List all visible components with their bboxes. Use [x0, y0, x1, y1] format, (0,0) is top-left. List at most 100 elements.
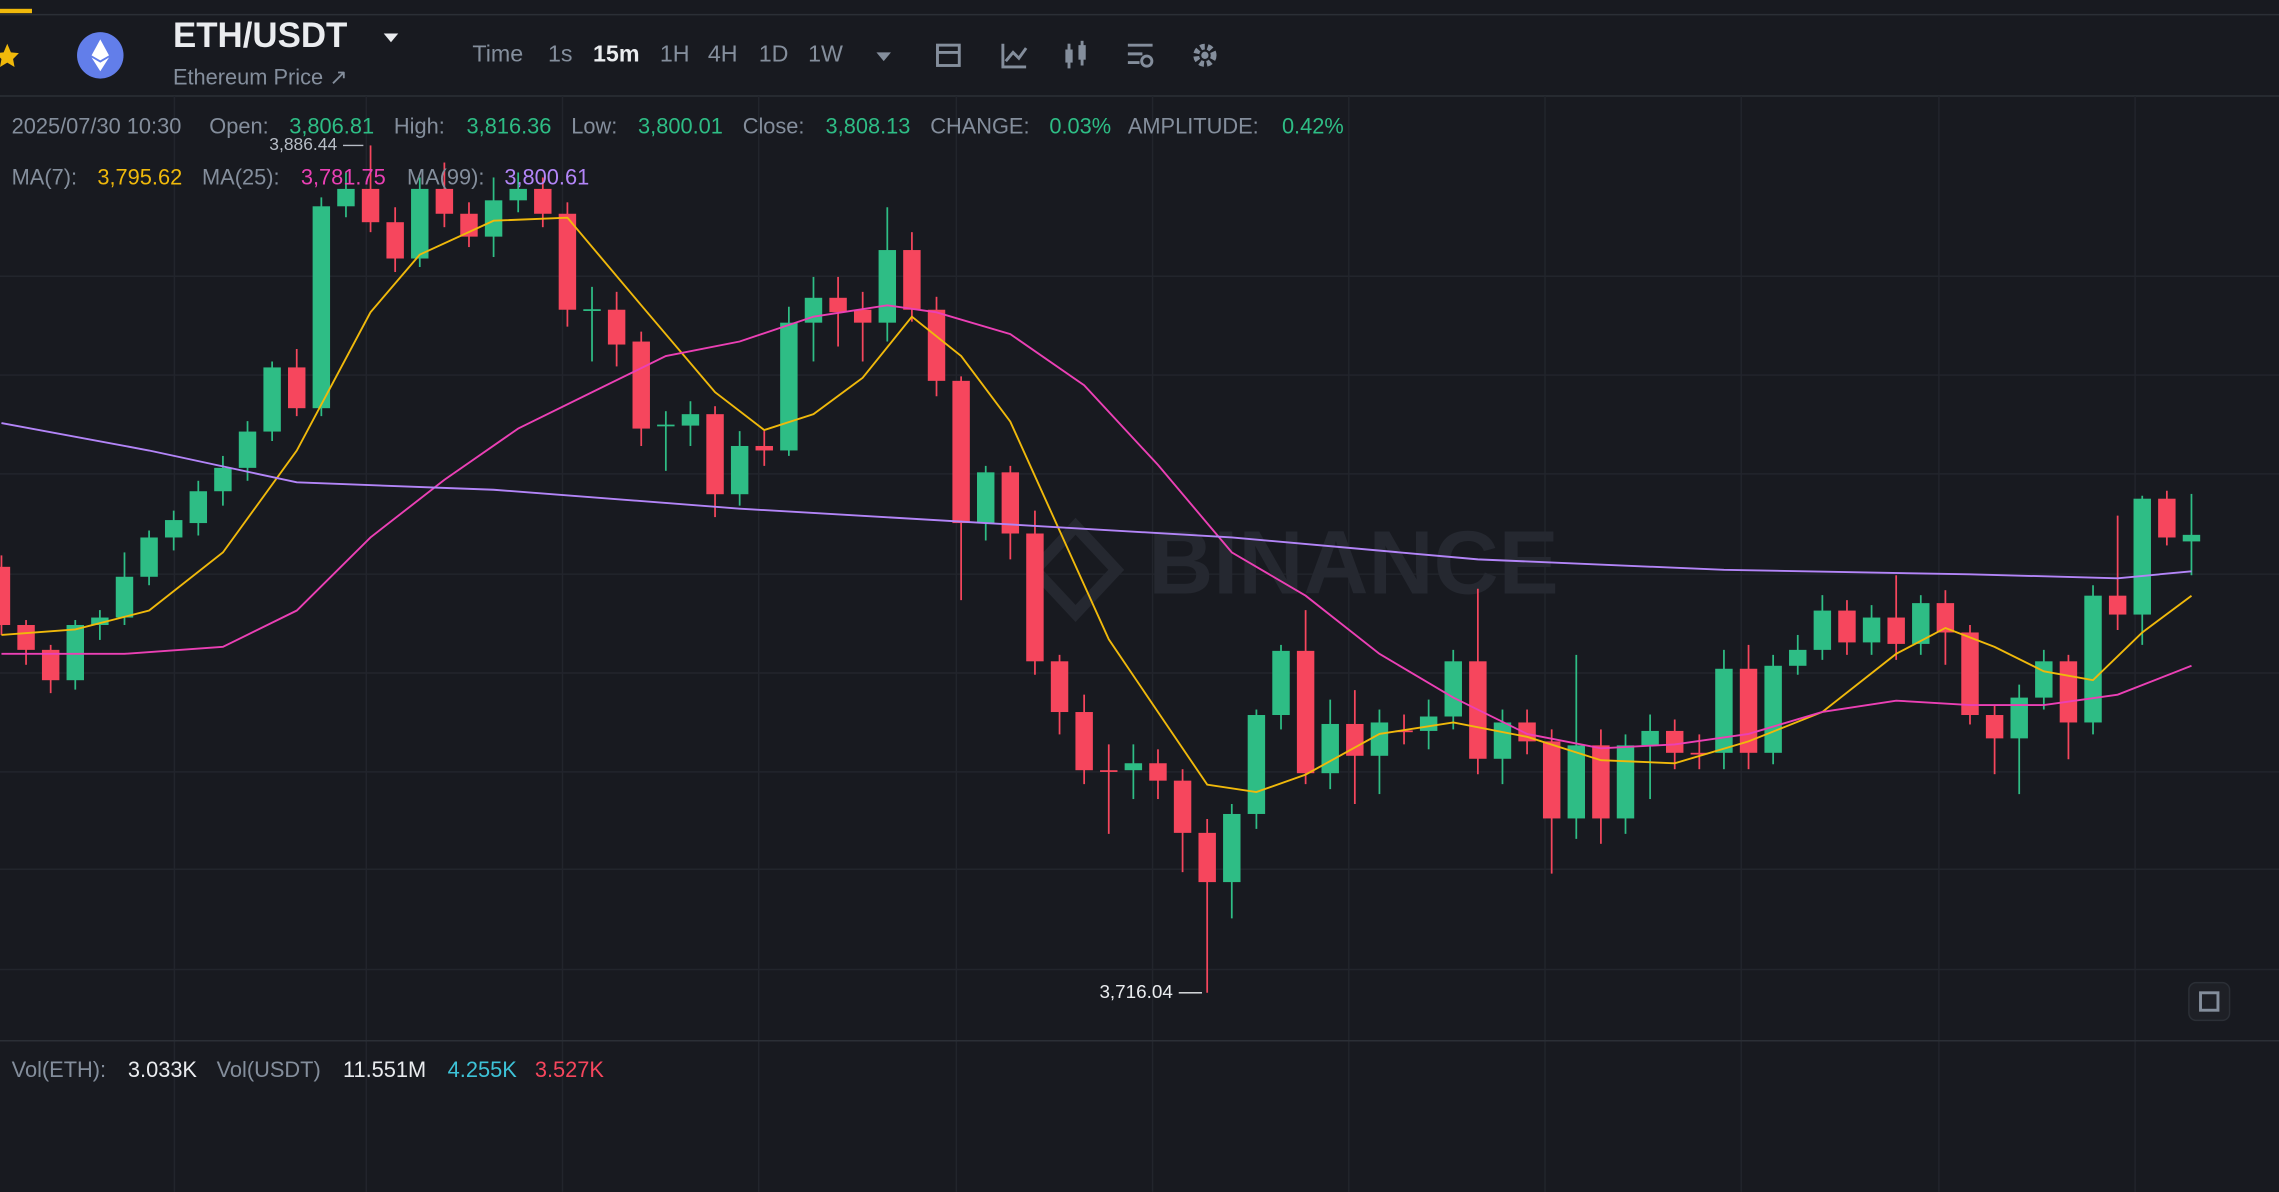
low-marker-label: 3,716.04 [1099, 982, 1172, 1003]
more-intervals[interactable] [876, 52, 891, 62]
candle-body [903, 250, 921, 310]
candle-body [1813, 610, 1832, 650]
candle-body [91, 617, 109, 626]
candle-body [1715, 668, 1733, 753]
candle-body [66, 625, 84, 681]
candle-body [1223, 813, 1241, 883]
ma-label: MA(7): [12, 165, 77, 190]
info-label: Open: [209, 114, 268, 139]
candle-body [1592, 745, 1610, 819]
candle-body [1149, 763, 1167, 781]
info-value: 3,816.36 [467, 114, 552, 139]
candle-body [17, 625, 35, 650]
candle-body [312, 206, 331, 409]
interval-tab[interactable]: 1W [808, 40, 843, 66]
interval-tab[interactable]: 1s [548, 40, 573, 66]
info-datetime: 2025/07/30 10:30 [12, 114, 182, 139]
candle-body [1961, 632, 1979, 716]
scale-toggle[interactable] [2188, 981, 2231, 1022]
candle-body [1838, 610, 1856, 643]
ma-line [1, 422, 2192, 580]
symbol[interactable]: ETH/USDT [173, 16, 347, 55]
indicator-icon[interactable] [1001, 43, 1028, 69]
candle-body [952, 380, 970, 524]
candle-body [1936, 603, 1955, 633]
candle-body [1419, 716, 1438, 731]
candle-body [238, 431, 257, 468]
toolbar-icons [936, 40, 1217, 69]
candle-body [1075, 712, 1093, 771]
subtitle[interactable]: Ethereum Price ↗ [173, 64, 348, 89]
candle-body [730, 445, 749, 495]
candle-body [878, 250, 897, 323]
candle-body [2108, 595, 2127, 615]
candle-body [1100, 770, 1118, 772]
info-value: 3,806.81 [289, 114, 374, 139]
info-value: 0.42% [1282, 114, 1344, 139]
interval-tab[interactable]: Time [472, 40, 523, 66]
candle-body [1370, 722, 1389, 756]
date-icon[interactable] [936, 43, 961, 67]
candle-body [583, 309, 601, 311]
candle-body [1739, 668, 1758, 753]
candle-body [2158, 498, 2176, 538]
candle-body [534, 188, 552, 214]
interval-tab[interactable]: 4H [708, 40, 738, 66]
symbol-dropdown[interactable] [383, 33, 399, 43]
candle-body [1296, 650, 1315, 774]
candle-body [1026, 533, 1044, 662]
candle-body [1272, 650, 1290, 716]
settings-icon[interactable] [1193, 43, 1217, 67]
candle-body [657, 424, 675, 427]
info-value: 3,800.01 [638, 114, 723, 139]
candle-body [1395, 730, 1413, 733]
layout-icon[interactable] [1127, 43, 1154, 68]
candle-body [1690, 752, 1709, 755]
ma-value: 3,795.62 [97, 165, 182, 190]
candle-body [1912, 603, 1930, 644]
interval-bar: Time 1s 15m 1H 4H 1D 1W [472, 40, 843, 66]
candle-icon[interactable] [1065, 40, 1086, 69]
volume-legend-item: 3.527K [535, 1057, 605, 1082]
interval-tab[interactable]: 15m [593, 40, 640, 66]
candle-body [460, 213, 478, 237]
candle-body [2182, 534, 2201, 542]
plot-area: 3,886.44 3,716.04 [0, 134, 2201, 1003]
info-label: CHANGE: [930, 114, 1029, 139]
candle-body [1641, 730, 1659, 746]
candle-body [1001, 472, 1020, 534]
candle-body [361, 188, 380, 223]
candle-body [288, 367, 306, 409]
high-marker-label: 3,886.44 [269, 134, 337, 154]
ma-value: 3,781.75 [301, 165, 386, 190]
interval-tab[interactable]: 1D [759, 40, 789, 66]
favorite-star[interactable] [0, 43, 19, 67]
candle-body [780, 322, 798, 451]
candle-body [607, 309, 626, 345]
candle-body [337, 188, 355, 207]
candle-body [115, 576, 134, 618]
candle-body [829, 297, 847, 313]
candle-body [2084, 595, 2102, 723]
volume-legend-item: 4.255K [448, 1057, 518, 1082]
candle-body [140, 537, 158, 577]
candle-body [2010, 697, 2028, 739]
candle-body [164, 520, 183, 538]
watermark-logo [1026, 517, 1125, 622]
info-label: AMPLITUDE: [1128, 114, 1259, 139]
candle-body [411, 188, 429, 259]
volume-legend: Vol(ETH): 3.033K Vol(USDT) 11.551M 4.255K 3.5… [12, 1057, 605, 1082]
info-value: 0.03% [1049, 114, 1111, 139]
interval-tab[interactable]: 1H [660, 40, 690, 66]
candle-body [214, 467, 232, 492]
tab-indicator [0, 8, 32, 14]
candle-body [1862, 617, 1881, 643]
candle-body [1567, 745, 1586, 819]
volume-legend-item: 11.551M [343, 1057, 426, 1082]
ma-line [1, 304, 2192, 750]
candle-body [558, 213, 577, 310]
candle-body [1173, 780, 1192, 833]
info-label: Low: [571, 114, 617, 139]
